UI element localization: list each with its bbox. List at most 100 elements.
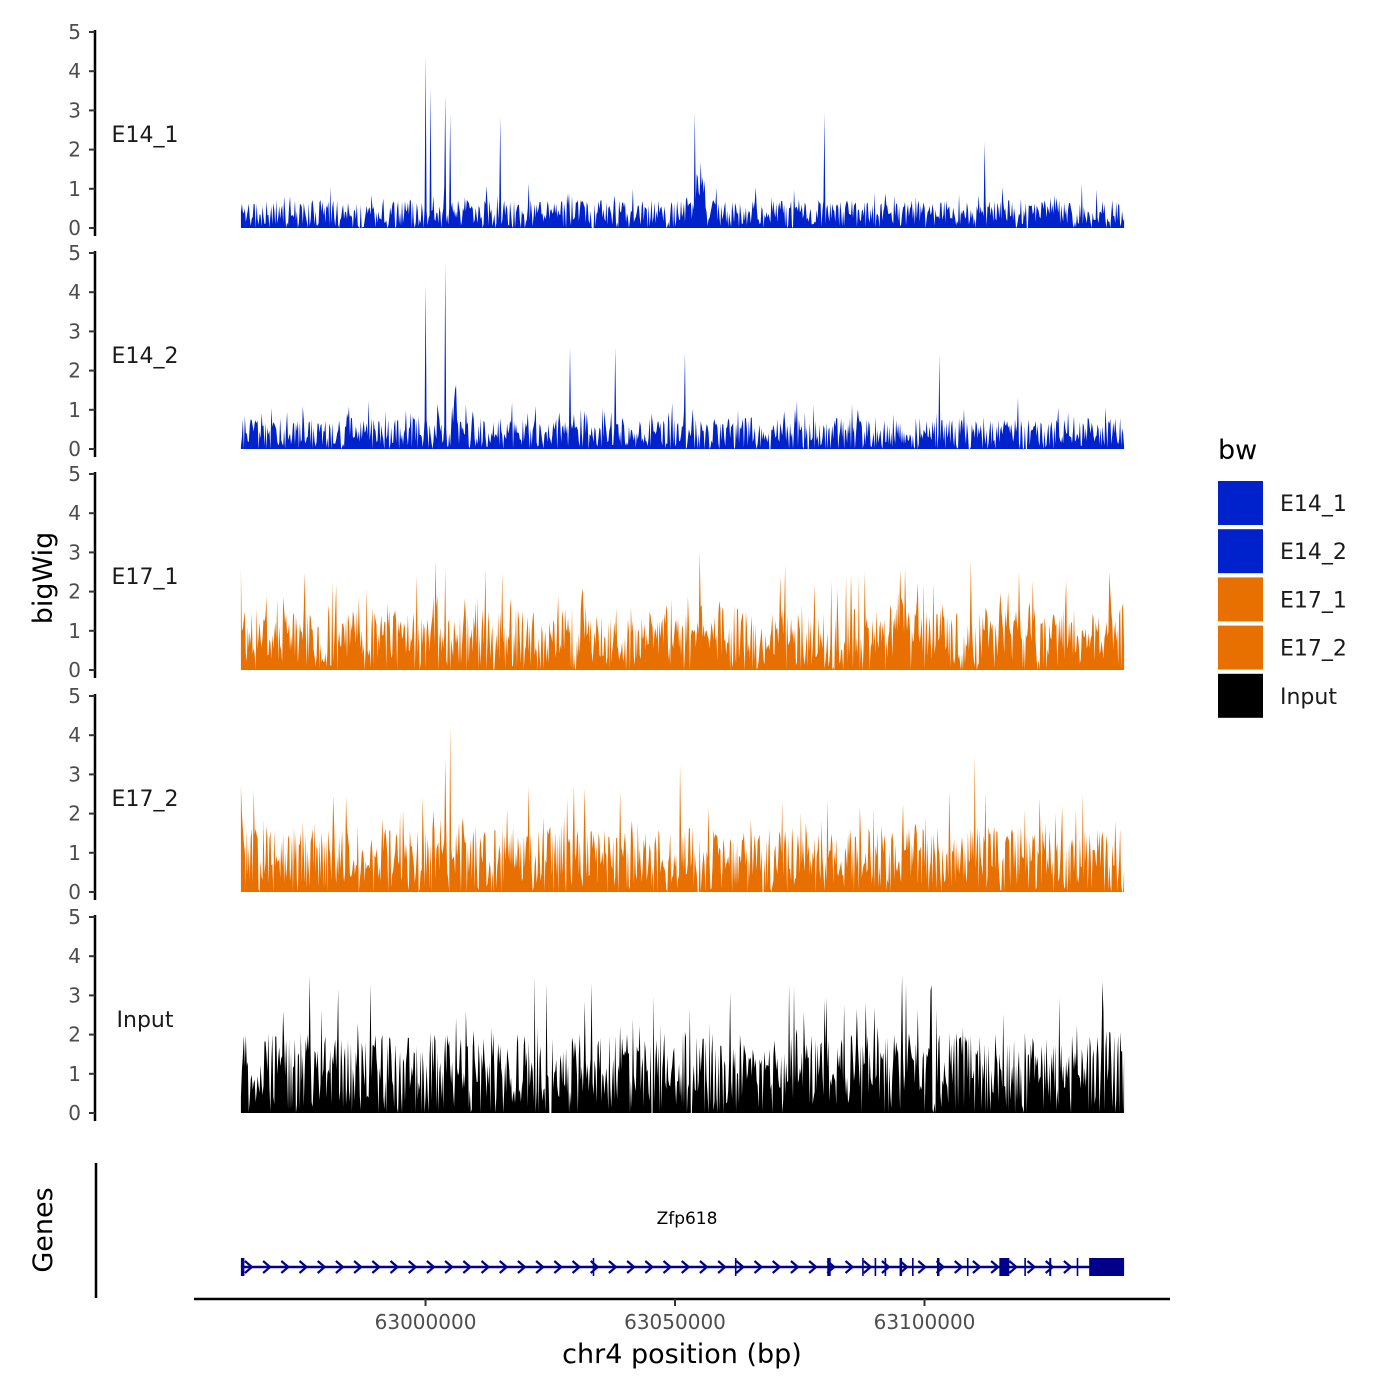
y-tick-label: 0: [68, 1101, 81, 1125]
legend-label-E14_2: E14_2: [1280, 540, 1347, 565]
strand-arrow: [699, 1260, 709, 1274]
genes-track: Genes Zfp618: [28, 1163, 1125, 1298]
y-tick-label: 2: [68, 802, 81, 826]
strand-arrow: [735, 1260, 745, 1274]
strand-arrow: [426, 1260, 436, 1274]
track-label-E14_2: E14_2: [112, 344, 179, 369]
y-tick-label: 4: [68, 501, 81, 525]
x-tick-label: 63050000: [624, 1310, 726, 1334]
y-tick-label: 1: [68, 177, 81, 201]
y-tick-label: 5: [68, 462, 81, 486]
strand-arrow: [480, 1260, 491, 1274]
strand-arrow: [881, 1260, 891, 1274]
gene-exon: [874, 1258, 877, 1276]
strand-arrow: [407, 1260, 418, 1274]
gene-exon: [827, 1258, 831, 1276]
strand-arrow: [553, 1260, 563, 1274]
strand-arrow: [917, 1260, 927, 1274]
strand-arrow: [680, 1260, 691, 1274]
strand-arrow: [1044, 1260, 1055, 1274]
strand-arrow: [1063, 1260, 1073, 1274]
y-tick-label: 1: [68, 841, 81, 865]
legend-key-E14_1: [1218, 481, 1263, 525]
y-tick-label: 5: [68, 20, 81, 44]
strand-arrow: [389, 1260, 400, 1274]
gene-exon: [999, 1258, 1010, 1276]
signal-area-E17_2: [240, 725, 1125, 892]
track-E14_1: 0 1 2 3 4 5 E14_1: [68, 20, 1125, 240]
x-tick-label: 63000000: [375, 1310, 477, 1334]
gene-exon: [936, 1258, 940, 1276]
y-tick-label: 0: [68, 437, 81, 461]
signal-tracks: 0 1 2 3 4 5 E14_1 0 1 2 3 4 5 E14_2 0 1 2 3 4 5 E17_1 0 1 2 3 4 5 E…: [68, 20, 1125, 1125]
legend-label-Input: Input: [1280, 685, 1337, 710]
strand-arrow: [535, 1260, 545, 1274]
strand-arrow: [462, 1260, 472, 1274]
strand-arrow: [753, 1260, 764, 1274]
legend-key-E17_1: [1218, 577, 1263, 622]
gene-exon: [912, 1258, 914, 1276]
gene-exon-utr-block: [1089, 1258, 1125, 1276]
legend-label-E14_1: E14_1: [1280, 492, 1347, 517]
strand-arrow: [1026, 1260, 1037, 1274]
y-tick-label: 3: [68, 319, 81, 343]
y-tick-label: 0: [68, 880, 81, 904]
gene-exon: [240, 1258, 245, 1276]
strand-arrow: [899, 1260, 909, 1274]
strand-arrow: [1008, 1260, 1019, 1274]
gene-model-zfp618: [240, 1258, 1125, 1276]
strand-arrow: [444, 1260, 454, 1274]
gene-exon: [1024, 1258, 1026, 1276]
y-tick-label: 3: [68, 540, 81, 564]
strand-arrow: [771, 1260, 782, 1274]
gene-exon: [734, 1258, 737, 1276]
strand-arrow: [953, 1260, 964, 1274]
strand-arrow: [517, 1260, 527, 1274]
strand-arrow: [371, 1260, 381, 1274]
strand-arrow: [571, 1260, 582, 1274]
y-tick-label: 5: [68, 684, 81, 708]
strand-arrow: [298, 1260, 309, 1274]
signal-area-E14_1: [240, 55, 1125, 228]
y-tick-label: 1: [68, 1062, 81, 1086]
y-tick-label: 3: [68, 762, 81, 786]
y-axis-title: bigWig: [28, 532, 59, 625]
strand-arrow: [353, 1260, 363, 1274]
strand-arrow: [280, 1260, 290, 1274]
y-tick-label: 4: [68, 944, 81, 968]
gene-exon: [899, 1258, 903, 1276]
gene-exon: [966, 1258, 969, 1276]
strand-arrow: [844, 1260, 855, 1274]
track-label-Input: Input: [117, 1008, 174, 1033]
y-tick-label: 4: [68, 280, 81, 304]
strand-arrow: [990, 1260, 1000, 1274]
strand-arrow: [644, 1260, 654, 1274]
legend-key-E14_2: [1218, 529, 1263, 574]
legend-label-E17_1: E17_1: [1280, 588, 1347, 613]
y-tick-label: 3: [68, 98, 81, 122]
gene-exon: [592, 1258, 595, 1276]
y-tick-label: 5: [68, 241, 81, 265]
y-tick-label: 4: [68, 59, 81, 83]
y-tick-label: 0: [68, 216, 81, 240]
signal-area-Input: [240, 974, 1125, 1113]
y-tick-label: 3: [68, 983, 81, 1007]
track-E17_1: 0 1 2 3 4 5 E17_1: [68, 462, 1125, 682]
strand-arrow: [790, 1260, 800, 1274]
strand-arrow: [262, 1260, 272, 1274]
y-tick-label: 2: [68, 138, 81, 162]
strand-arrow: [244, 1260, 254, 1274]
legend-title: bw: [1218, 435, 1257, 466]
y-tick-label: 1: [68, 398, 81, 422]
track-Input: 0 1 2 3 4 5 Input: [68, 905, 1125, 1125]
strand-arrow: [608, 1260, 618, 1274]
legend-key-E17_2: [1218, 625, 1263, 670]
y-tick-label: 4: [68, 723, 81, 747]
x-axis-title: chr4 position (bp): [562, 1339, 802, 1370]
legend-key-Input: [1218, 673, 1263, 718]
track-E14_2: 0 1 2 3 4 5 E14_2: [68, 241, 1125, 461]
track-label-E17_1: E17_1: [112, 565, 179, 590]
gene-exon: [1049, 1258, 1052, 1276]
strand-arrow: [626, 1260, 636, 1274]
